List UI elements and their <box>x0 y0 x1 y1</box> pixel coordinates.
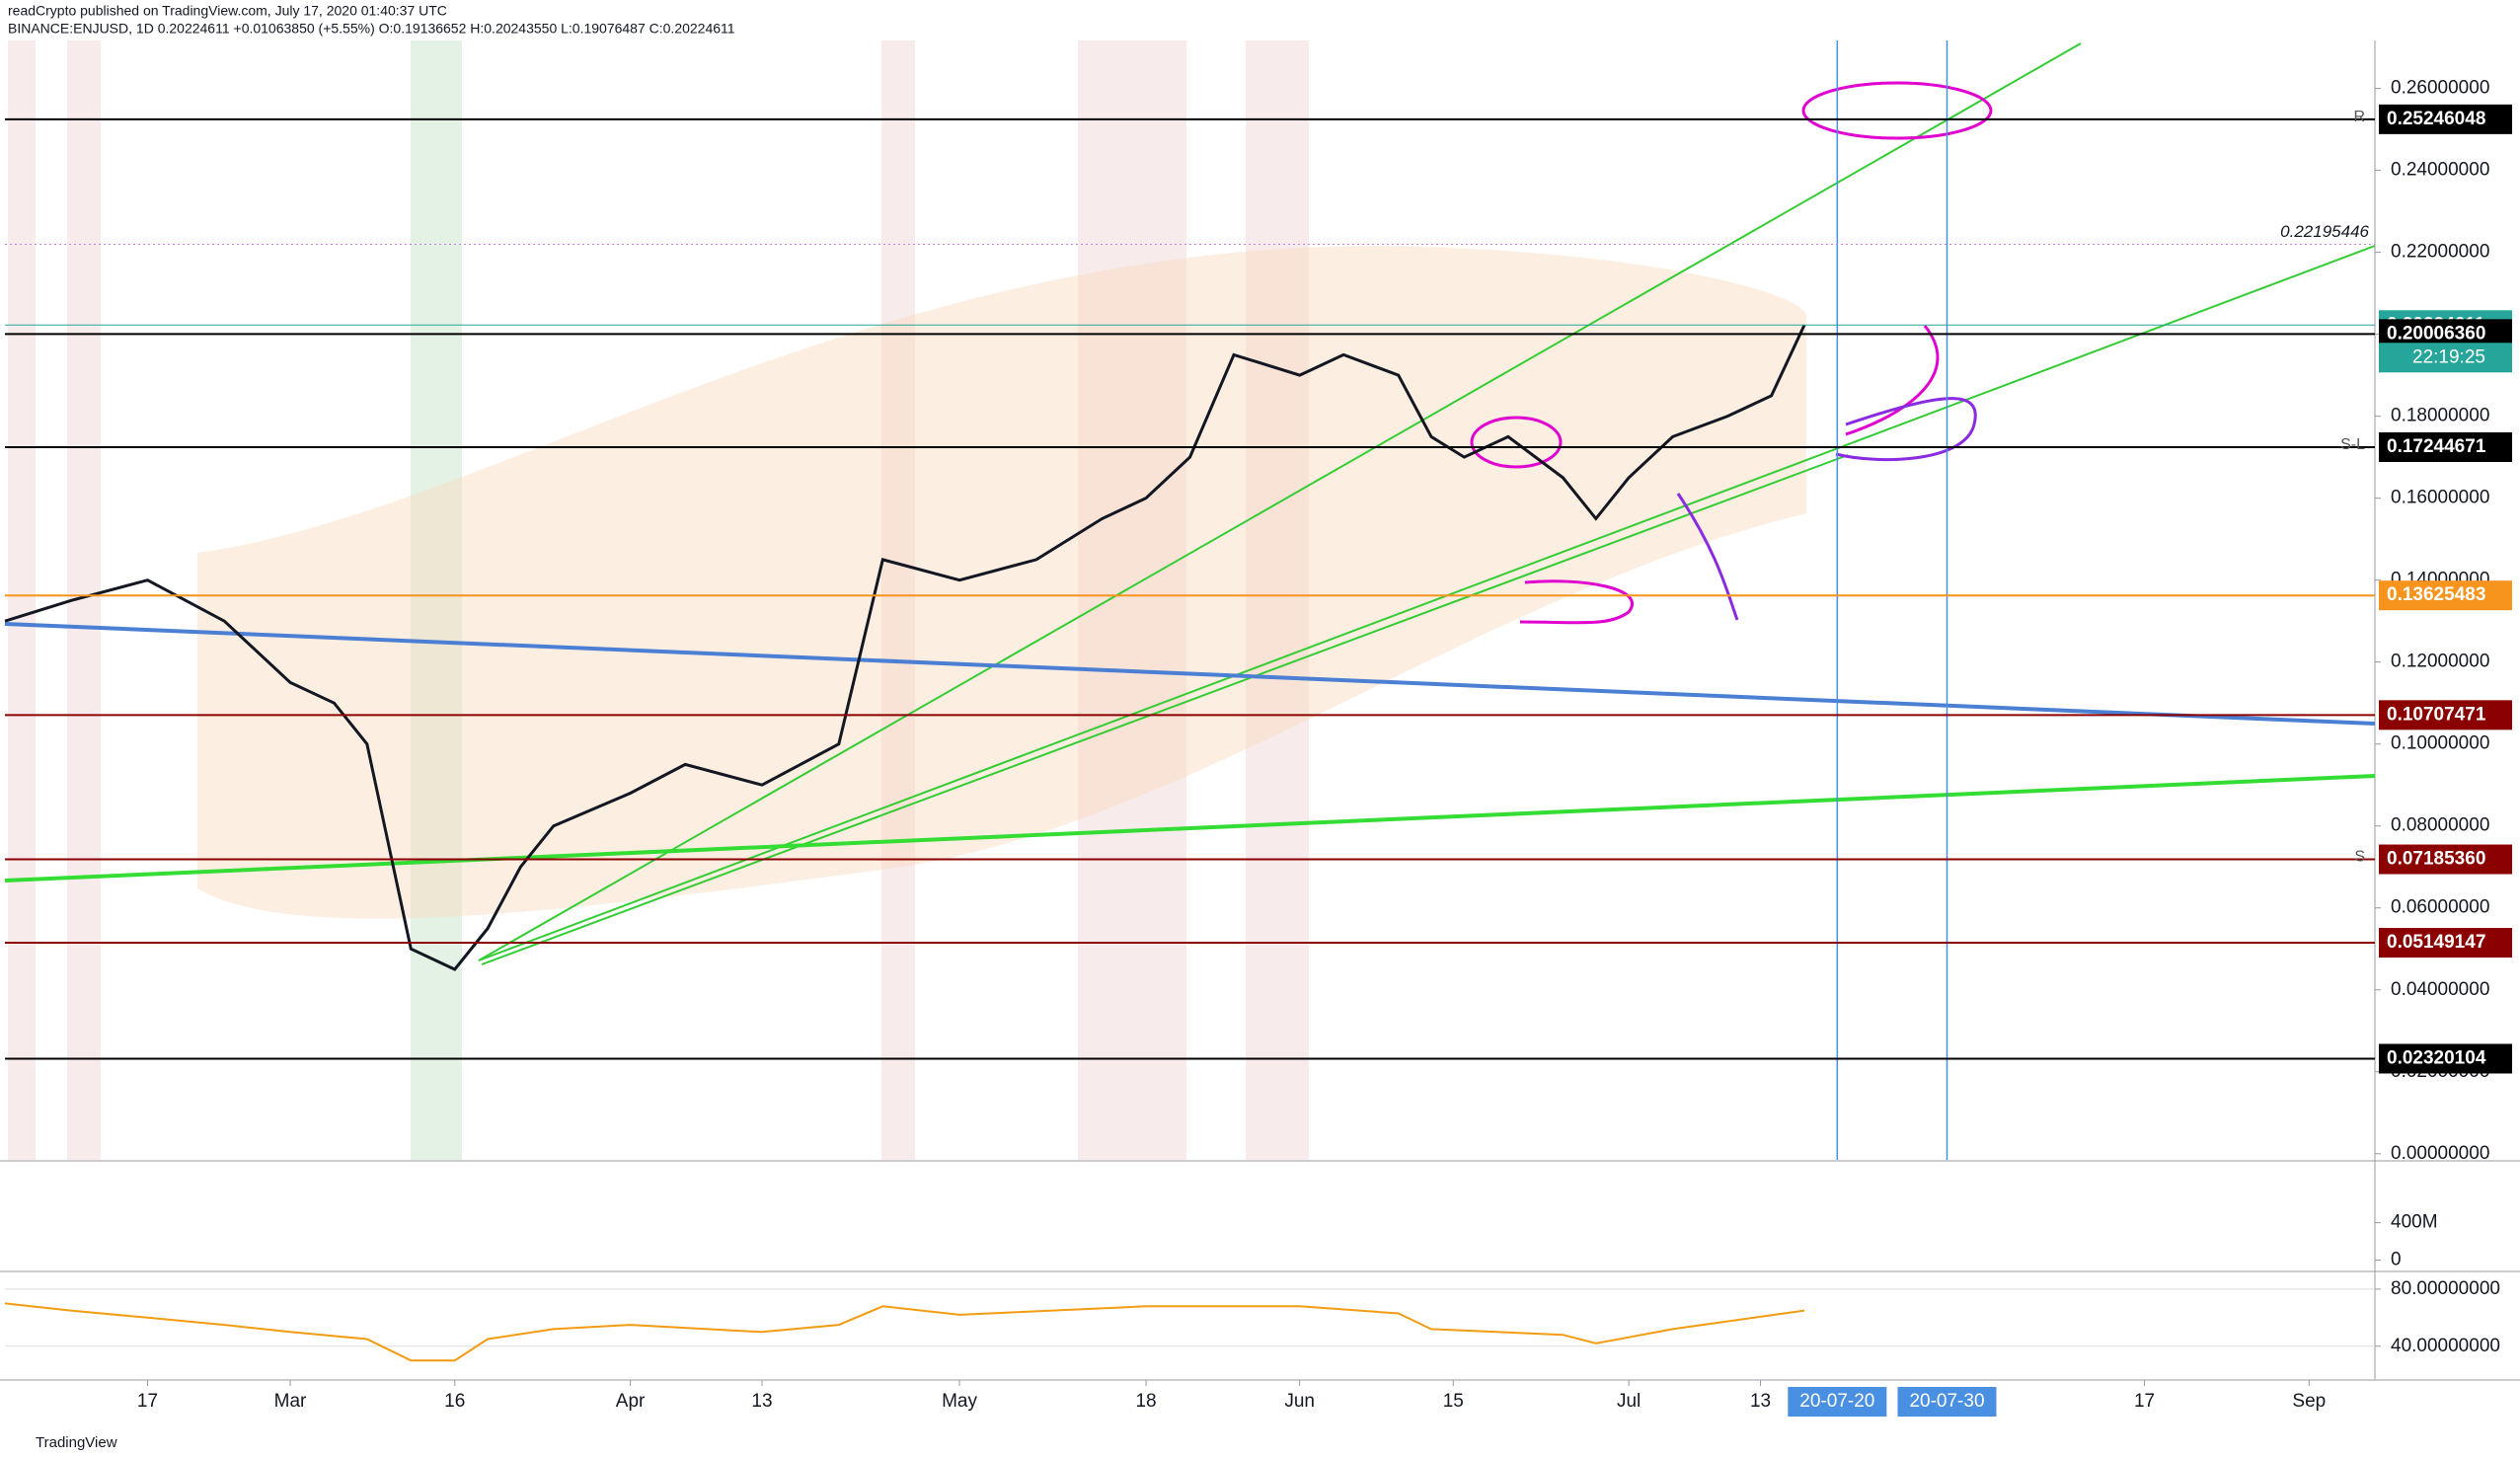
x-tick-label: 17 <box>137 1391 158 1412</box>
y-tick-label: 0.16000000 <box>2391 488 2489 508</box>
session-bands <box>8 40 1806 1160</box>
marker-label-bg <box>1897 1387 1997 1417</box>
x-tick-label: 13 <box>751 1391 772 1412</box>
countdown: 22:19:25 <box>2412 346 2485 367</box>
level-label: 0.10707471 <box>2387 704 2486 725</box>
annotation-ellipse <box>1801 81 1993 140</box>
x-tick-label: 17 <box>2134 1391 2155 1412</box>
level-note: 0.22195446 <box>2280 222 2369 241</box>
level-label: 0.25246048 <box>2387 109 2485 129</box>
level-label: 0.02320104 <box>2387 1047 2486 1068</box>
y-tick-label: 0.26000000 <box>2391 78 2489 99</box>
y-tick-label: 0.04000000 <box>2391 979 2489 1000</box>
band <box>881 40 915 1160</box>
x-tick-label: May <box>942 1391 977 1412</box>
cloud <box>197 246 1806 919</box>
x-tick-label: 13 <box>1750 1391 1771 1412</box>
level-label-bg <box>2379 104 2512 134</box>
level-label-bg <box>2379 580 2512 611</box>
annotation-ellipse <box>1835 397 1977 462</box>
publish-info: readCrypto published on TradingView.com,… <box>8 3 447 19</box>
level-tag: R <box>2353 109 2365 125</box>
y-tick-label: 40.00000000 <box>2391 1336 2500 1356</box>
y-tick-label: 0.18000000 <box>2391 406 2489 426</box>
level-tag: S <box>2354 849 2365 866</box>
band <box>8 40 36 1160</box>
annotation-arrow <box>1845 325 1940 436</box>
y-tick-label: 0.24000000 <box>2391 160 2489 181</box>
level-label: 0.13625483 <box>2387 584 2485 605</box>
level-label: 0.05149147 <box>2387 932 2485 953</box>
x-tick-label: Sep <box>2292 1391 2326 1412</box>
y-tick-label: 0.12000000 <box>2391 652 2489 672</box>
level-tag: S-L <box>2340 436 2365 453</box>
trend-line <box>4 774 2376 883</box>
x-tick-label: Mar <box>274 1391 307 1412</box>
level-label: 0.20006360 <box>2387 323 2485 344</box>
y-tick-label: 400M <box>2391 1212 2438 1233</box>
symbol-info: BINANCE:ENJUSD, 1D 0.20224611 +0.0106385… <box>8 21 735 37</box>
level-label: 0.07185360 <box>2387 849 2485 870</box>
level-label: 0.17244671 <box>2387 436 2486 457</box>
y-tick-label: 0.08000000 <box>2391 815 2489 836</box>
price-line <box>4 324 1806 971</box>
level-label-bg <box>2379 431 2512 462</box>
marker-label-bg <box>1788 1387 1887 1417</box>
x-tick-label: 15 <box>1443 1391 1464 1412</box>
footer-logo: TradingView <box>36 1434 117 1451</box>
x-tick-label: Jun <box>1284 1391 1315 1412</box>
x-tick-label: Jul <box>1617 1391 1641 1412</box>
band <box>1246 40 1309 1160</box>
drawings <box>4 42 2376 965</box>
y-tick-label: 80.00000000 <box>2391 1278 2500 1299</box>
annotation-ellipse <box>1470 416 1563 469</box>
marker-label: 20-07-30 <box>1909 1391 1984 1412</box>
rsi-line <box>4 1302 1805 1362</box>
level-label-bg <box>2379 928 2512 959</box>
x-tick-label: 18 <box>1135 1391 1156 1412</box>
trend-line <box>478 42 2082 961</box>
annotation-stroke <box>1519 579 1634 625</box>
y-tick-label: 0.22000000 <box>2391 242 2489 263</box>
level-label-bg <box>2379 700 2512 730</box>
x-tick-label: 16 <box>444 1391 465 1412</box>
level-label-bg <box>2379 1043 2512 1074</box>
band <box>1078 40 1186 1160</box>
trend-line <box>478 245 2376 961</box>
y-tick-label: 0.00000000 <box>2391 1143 2489 1164</box>
x-tick-label: Apr <box>616 1391 646 1412</box>
y-tick-label: 0.06000000 <box>2391 897 2489 918</box>
annotation-arrow <box>1676 493 1739 621</box>
band <box>411 40 462 1160</box>
level-label-bg <box>2379 844 2512 875</box>
marker-label: 20-07-20 <box>1799 1391 1874 1412</box>
trend-line <box>4 622 2376 726</box>
countdown-bg <box>2379 343 2512 373</box>
chart-layer: 0.000000000.020000000.040000000.06000000… <box>4 40 2512 1417</box>
y-tick-label: 0 <box>2391 1250 2402 1270</box>
trend-line <box>481 454 1849 965</box>
y-tick-label: 0.10000000 <box>2391 733 2489 754</box>
